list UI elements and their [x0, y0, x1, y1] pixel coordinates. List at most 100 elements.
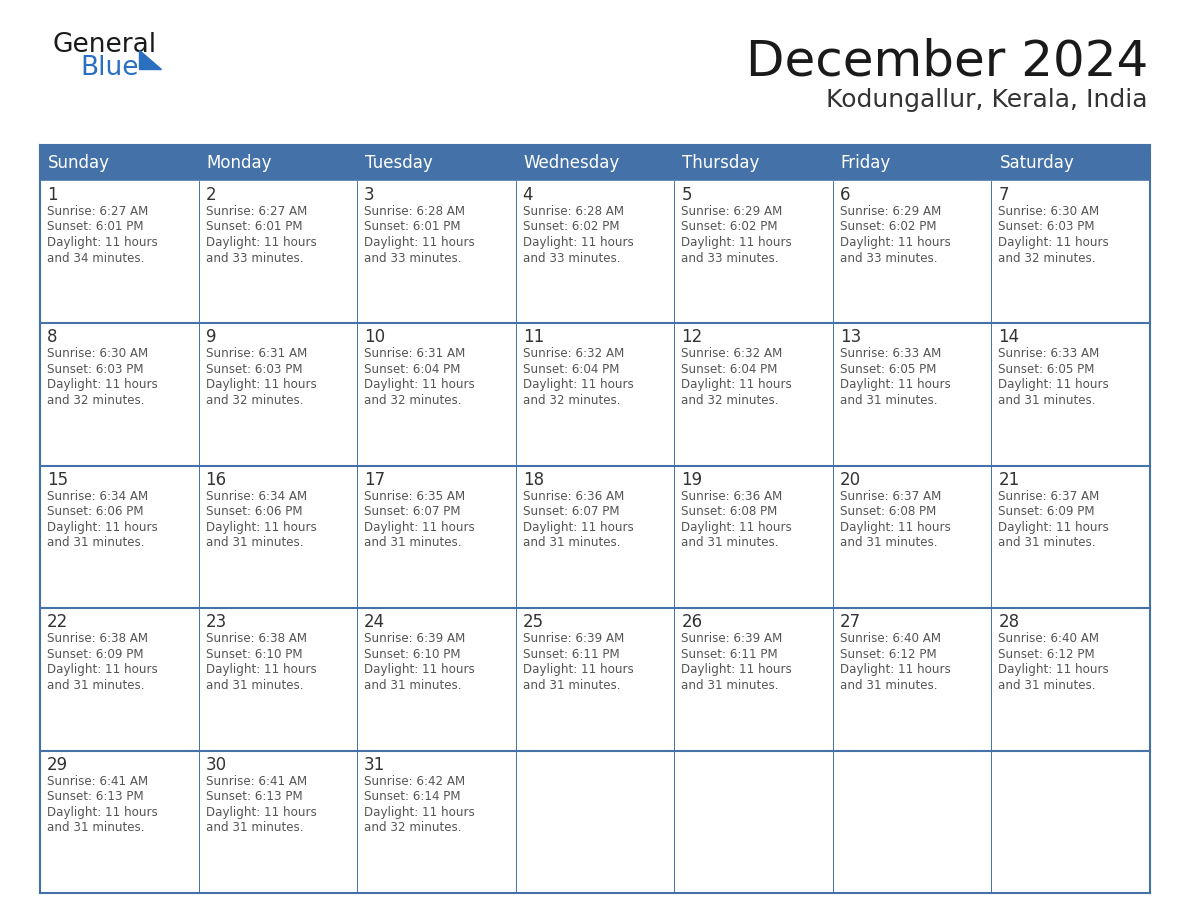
Text: Sunrise: 6:38 AM: Sunrise: 6:38 AM	[206, 633, 307, 645]
Text: 17: 17	[365, 471, 385, 488]
Text: and 31 minutes.: and 31 minutes.	[681, 536, 779, 549]
Text: and 32 minutes.: and 32 minutes.	[365, 394, 462, 407]
Text: Saturday: Saturday	[999, 154, 1074, 172]
Text: Sunset: 6:05 PM: Sunset: 6:05 PM	[998, 363, 1095, 375]
Text: Sunset: 6:11 PM: Sunset: 6:11 PM	[523, 648, 619, 661]
Text: Thursday: Thursday	[682, 154, 759, 172]
Text: and 31 minutes.: and 31 minutes.	[523, 536, 620, 549]
Text: Sunrise: 6:39 AM: Sunrise: 6:39 AM	[681, 633, 783, 645]
Text: Daylight: 11 hours: Daylight: 11 hours	[681, 236, 792, 249]
Bar	[198, 751, 358, 893]
Bar	[40, 323, 198, 465]
Text: 2: 2	[206, 186, 216, 204]
Text: Kodungallur, Kerala, India: Kodungallur, Kerala, India	[827, 88, 1148, 112]
Text: Daylight: 11 hours: Daylight: 11 hours	[365, 806, 475, 819]
Text: Daylight: 11 hours: Daylight: 11 hours	[48, 236, 158, 249]
Text: Daylight: 11 hours: Daylight: 11 hours	[998, 521, 1110, 533]
Text: Sunset: 6:03 PM: Sunset: 6:03 PM	[206, 363, 302, 375]
Text: Sunset: 6:01 PM: Sunset: 6:01 PM	[206, 220, 302, 233]
Text: 13: 13	[840, 329, 861, 346]
Text: Sunrise: 6:34 AM: Sunrise: 6:34 AM	[48, 490, 148, 503]
Text: Daylight: 11 hours: Daylight: 11 hours	[206, 806, 316, 819]
Text: 18: 18	[523, 471, 544, 488]
Text: Daylight: 11 hours: Daylight: 11 hours	[840, 663, 950, 677]
Bar	[675, 323, 833, 465]
Bar	[833, 181, 992, 323]
Text: Sunrise: 6:29 AM: Sunrise: 6:29 AM	[840, 205, 941, 218]
Bar	[516, 465, 675, 609]
Text: Sunrise: 6:32 AM: Sunrise: 6:32 AM	[681, 347, 783, 361]
Bar	[358, 145, 516, 181]
Text: 9: 9	[206, 329, 216, 346]
Text: 20: 20	[840, 471, 861, 488]
Text: Sunday: Sunday	[48, 154, 110, 172]
Bar	[516, 609, 675, 751]
Text: and 33 minutes.: and 33 minutes.	[681, 252, 779, 264]
Text: Daylight: 11 hours: Daylight: 11 hours	[523, 378, 633, 391]
Text: Daylight: 11 hours: Daylight: 11 hours	[523, 663, 633, 677]
Text: and 32 minutes.: and 32 minutes.	[681, 394, 779, 407]
Text: Sunrise: 6:33 AM: Sunrise: 6:33 AM	[998, 347, 1100, 361]
Text: Sunrise: 6:31 AM: Sunrise: 6:31 AM	[365, 347, 466, 361]
Text: Sunset: 6:01 PM: Sunset: 6:01 PM	[48, 220, 144, 233]
Text: Sunset: 6:07 PM: Sunset: 6:07 PM	[523, 505, 619, 519]
Text: 19: 19	[681, 471, 702, 488]
Text: and 31 minutes.: and 31 minutes.	[998, 678, 1095, 691]
Text: Tuesday: Tuesday	[365, 154, 432, 172]
Bar	[516, 181, 675, 323]
Bar	[516, 145, 675, 181]
Bar	[992, 465, 1150, 609]
Text: Daylight: 11 hours: Daylight: 11 hours	[840, 378, 950, 391]
Text: December 2024: December 2024	[746, 38, 1148, 86]
Text: Sunrise: 6:27 AM: Sunrise: 6:27 AM	[48, 205, 148, 218]
Text: Sunset: 6:13 PM: Sunset: 6:13 PM	[48, 790, 144, 803]
Text: Daylight: 11 hours: Daylight: 11 hours	[365, 378, 475, 391]
Text: Friday: Friday	[841, 154, 891, 172]
Polygon shape	[139, 50, 162, 69]
Text: Sunset: 6:11 PM: Sunset: 6:11 PM	[681, 648, 778, 661]
Text: 11: 11	[523, 329, 544, 346]
Text: Sunset: 6:09 PM: Sunset: 6:09 PM	[998, 505, 1095, 519]
Text: Sunset: 6:04 PM: Sunset: 6:04 PM	[681, 363, 778, 375]
Text: Wednesday: Wednesday	[524, 154, 620, 172]
Text: Daylight: 11 hours: Daylight: 11 hours	[523, 236, 633, 249]
Bar	[675, 181, 833, 323]
Bar	[358, 323, 516, 465]
Text: Daylight: 11 hours: Daylight: 11 hours	[998, 663, 1110, 677]
Text: Blue: Blue	[80, 55, 139, 81]
Bar	[992, 323, 1150, 465]
Text: Daylight: 11 hours: Daylight: 11 hours	[681, 378, 792, 391]
Text: Sunrise: 6:35 AM: Sunrise: 6:35 AM	[365, 490, 466, 503]
Text: 29: 29	[48, 756, 68, 774]
Bar	[40, 465, 198, 609]
Text: and 31 minutes.: and 31 minutes.	[840, 678, 937, 691]
Text: Sunset: 6:10 PM: Sunset: 6:10 PM	[365, 648, 461, 661]
Text: and 31 minutes.: and 31 minutes.	[998, 394, 1095, 407]
Bar	[833, 609, 992, 751]
Text: Monday: Monday	[207, 154, 272, 172]
Text: Sunrise: 6:28 AM: Sunrise: 6:28 AM	[365, 205, 466, 218]
Bar	[358, 609, 516, 751]
Bar	[358, 181, 516, 323]
Text: Daylight: 11 hours: Daylight: 11 hours	[681, 521, 792, 533]
Text: Daylight: 11 hours: Daylight: 11 hours	[840, 521, 950, 533]
Text: and 32 minutes.: and 32 minutes.	[206, 394, 303, 407]
Text: Daylight: 11 hours: Daylight: 11 hours	[206, 236, 316, 249]
Bar	[992, 609, 1150, 751]
Text: Daylight: 11 hours: Daylight: 11 hours	[681, 663, 792, 677]
Text: Sunrise: 6:42 AM: Sunrise: 6:42 AM	[365, 775, 466, 788]
Text: Daylight: 11 hours: Daylight: 11 hours	[523, 521, 633, 533]
Text: Sunset: 6:04 PM: Sunset: 6:04 PM	[523, 363, 619, 375]
Text: 31: 31	[365, 756, 385, 774]
Text: Sunset: 6:10 PM: Sunset: 6:10 PM	[206, 648, 302, 661]
Text: 7: 7	[998, 186, 1009, 204]
Text: Sunrise: 6:40 AM: Sunrise: 6:40 AM	[998, 633, 1099, 645]
Text: Daylight: 11 hours: Daylight: 11 hours	[365, 236, 475, 249]
Bar	[675, 751, 833, 893]
Text: Sunrise: 6:32 AM: Sunrise: 6:32 AM	[523, 347, 624, 361]
Text: Daylight: 11 hours: Daylight: 11 hours	[206, 521, 316, 533]
Text: and 33 minutes.: and 33 minutes.	[523, 252, 620, 264]
Bar	[516, 323, 675, 465]
Bar	[833, 465, 992, 609]
Text: Sunrise: 6:37 AM: Sunrise: 6:37 AM	[840, 490, 941, 503]
